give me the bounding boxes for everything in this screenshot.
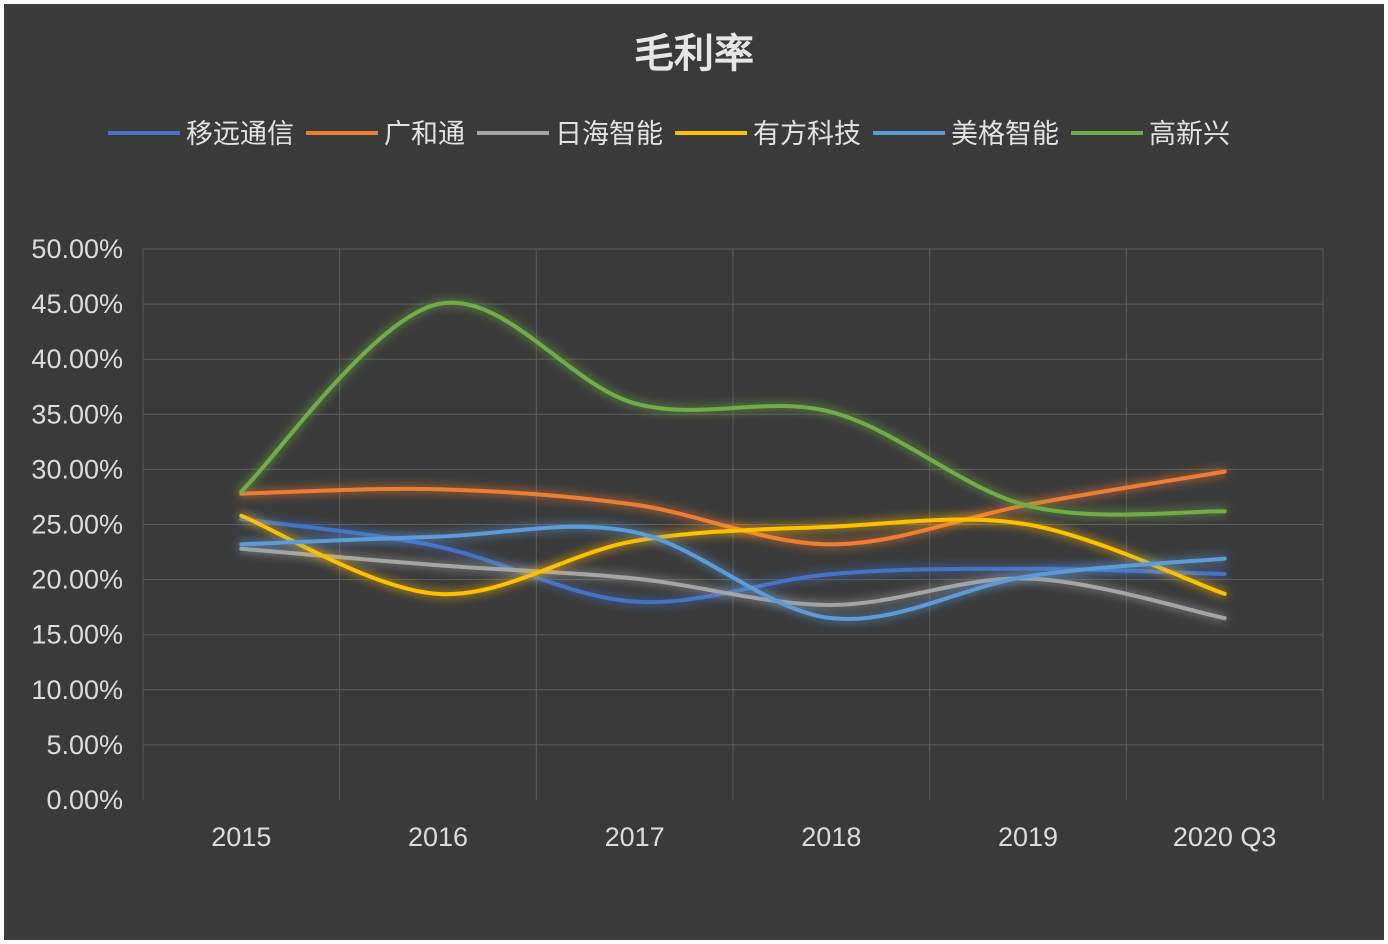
legend-label: 移远通信 xyxy=(186,119,294,150)
y-tick-label: 25.00% xyxy=(31,510,123,540)
y-tick-label: 45.00% xyxy=(31,289,123,319)
x-tick-label: 2016 xyxy=(408,822,468,852)
series-line-6 xyxy=(239,300,1227,517)
y-tick-label: 15.00% xyxy=(31,620,123,650)
y-axis: 0.00% 5.00% 10.00% 15.00% 20.00% 25.00% 30.00%… xyxy=(31,234,123,815)
legend-label: 有方科技 xyxy=(753,119,861,150)
y-tick-label: 50.00% xyxy=(31,234,123,264)
y-tick-label: 30.00% xyxy=(31,454,123,484)
series-line-4 xyxy=(239,513,1227,597)
x-tick-label: 2015 xyxy=(211,822,271,852)
legend: 移远通信 广和通 日海智能 有方科技 美格智能 高新兴 xyxy=(108,119,1230,150)
chart-title: 毛利率 xyxy=(634,31,754,77)
legend-label: 美格智能 xyxy=(951,119,1059,150)
series-line-5 xyxy=(239,524,1227,622)
series-line-1 xyxy=(239,516,1227,605)
legend-label: 日海智能 xyxy=(555,119,663,150)
series-line-3 xyxy=(239,546,1227,621)
series-line-2 xyxy=(239,469,1227,547)
series-lines xyxy=(239,300,1227,622)
y-tick-label: 0.00% xyxy=(46,785,123,815)
y-tick-label: 35.00% xyxy=(31,399,123,429)
legend-label: 广和通 xyxy=(384,119,465,150)
chart-background xyxy=(4,4,1384,940)
x-tick-label: 2017 xyxy=(605,822,665,852)
y-tick-label: 5.00% xyxy=(46,730,123,760)
x-axis: 2015 2016 2017 2018 2019 2020 Q3 xyxy=(211,822,1276,852)
legend-label: 高新兴 xyxy=(1149,119,1230,150)
x-tick-label: 2019 xyxy=(998,822,1058,852)
y-tick-label: 10.00% xyxy=(31,675,123,705)
y-tick-label: 40.00% xyxy=(31,344,123,374)
x-tick-label: 2020 Q3 xyxy=(1173,822,1277,852)
x-tick-label: 2018 xyxy=(801,822,861,852)
gridlines xyxy=(142,248,1324,800)
y-tick-label: 20.00% xyxy=(31,565,123,595)
